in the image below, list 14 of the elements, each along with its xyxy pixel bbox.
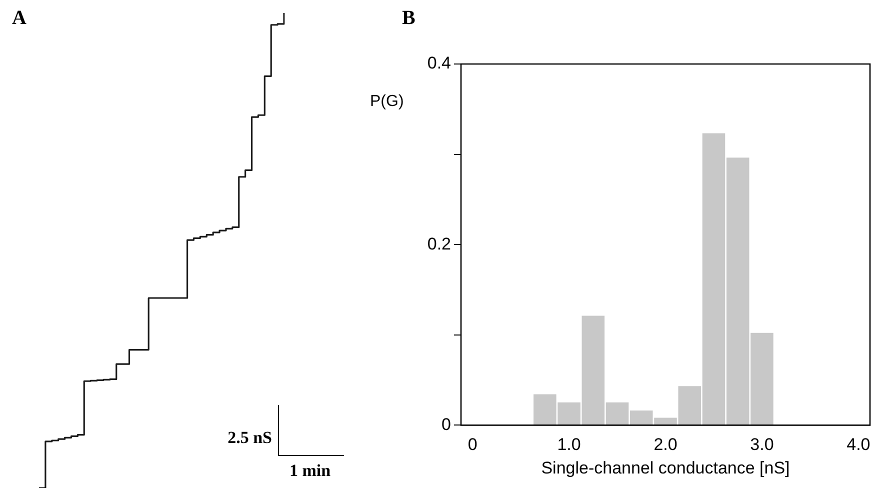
x-axis-title: Single-channel conductance [nS]	[541, 458, 790, 478]
x-tick-label: 2.0	[654, 435, 678, 454]
chart-title: A	[12, 7, 27, 29]
y-tick-label: 0.4	[427, 54, 451, 73]
x-tick-label: 1.0	[557, 435, 581, 454]
y-axis-title: P(G)	[370, 93, 404, 110]
x-tick-label: 3.0	[750, 435, 774, 454]
x-tick-label: 4.0	[846, 435, 870, 454]
text: 1 min	[289, 461, 332, 480]
y-tick-label: 0.2	[427, 234, 451, 254]
chart-title: B	[402, 7, 416, 29]
y-tick-label: 0	[442, 414, 451, 434]
annotation: 2.5 nS	[228, 428, 272, 447]
x-tick-label: 0	[468, 435, 478, 454]
